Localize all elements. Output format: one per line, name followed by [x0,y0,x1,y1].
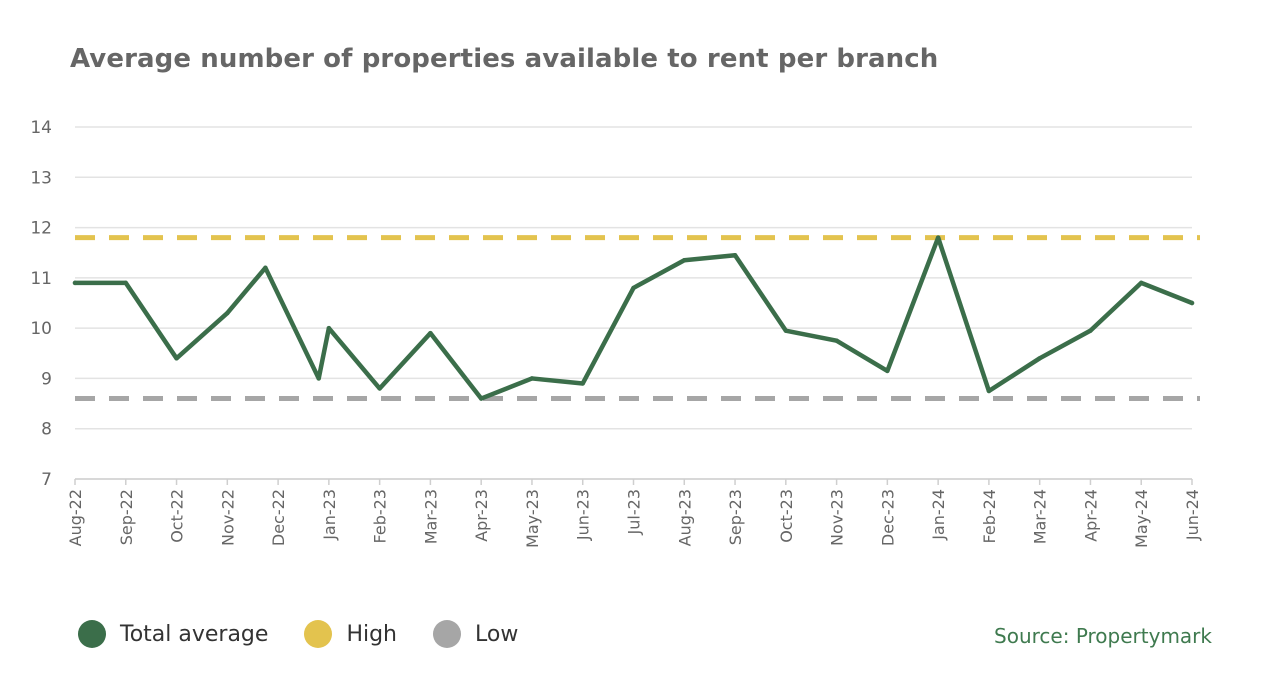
data-point [123,280,128,286]
data-point [428,330,433,336]
data-point [580,381,585,386]
data-point [1088,328,1093,333]
data-point [783,328,789,333]
data-point [263,265,268,270]
high-swatch-icon [304,620,333,648]
y-tick-label: 11 [30,269,52,289]
x-tick-label: May-24 [1132,489,1151,548]
data-point [326,325,332,331]
data-point [174,356,179,361]
x-tick-label: Nov-23 [828,489,847,546]
x-tick-label: Apr-23 [472,489,491,542]
data-point [986,388,992,394]
legend-label-low: Low [475,621,519,647]
chart-title: Average number of properties available t… [70,44,939,74]
x-tick-label: Dec-23 [878,489,897,546]
legend: Total average High Low [78,620,554,648]
data-point [225,310,230,316]
x-tick-label: Sep-23 [726,489,745,545]
y-tick-label: 7 [41,470,52,490]
x-tick-label: Sep-22 [117,489,136,545]
data-point [935,235,941,240]
x-tick-label: Jan-23 [320,489,339,541]
data-point [478,396,484,401]
y-tick-label: 8 [41,420,52,440]
data-point [885,368,890,374]
x-tick-label: Feb-23 [371,489,390,543]
legend-item-total-average: Total average [78,620,268,648]
x-tick-label: Jul-23 [625,489,644,535]
legend-item-high: High [304,620,397,648]
source-note: Source: Propertymark [994,624,1212,648]
data-point [631,285,636,291]
data-point [377,386,382,391]
x-tick-label: May-23 [523,489,542,548]
x-tick-label: Dec-22 [269,489,288,546]
data-point [1189,300,1195,306]
y-tick-label: 12 [30,219,52,239]
total-average-swatch-icon [78,620,106,648]
x-tick-label: Aug-23 [675,489,694,546]
x-tick-label: Jan-24 [929,489,948,541]
x-tick-label: Aug-22 [66,489,85,546]
data-point [682,258,687,263]
data-point [72,280,78,286]
x-tick-label: Mar-23 [421,489,440,544]
x-tick-label: Apr-24 [1081,489,1100,542]
legend-label-high: High [346,621,398,647]
legend-item-low: Low [433,620,518,648]
low-swatch-icon [433,620,462,648]
legend-label-total-average: Total average [120,621,269,647]
data-point [1139,280,1144,286]
data-point [529,376,535,381]
x-tick-label: Oct-22 [168,489,187,543]
x-tick-label: Jun-23 [574,489,593,541]
series-line-total-average [72,235,1195,401]
y-tick-label: 14 [30,118,52,138]
data-point [316,376,321,381]
x-tick-label: Oct-23 [777,489,796,543]
y-tick-label: 10 [30,319,52,339]
x-tick-label: Feb-24 [980,489,999,543]
x-tick-label: Nov-22 [218,489,237,546]
x-tick-label: Jun-24 [1183,489,1202,541]
data-point [732,253,738,258]
data-point [1037,356,1042,361]
x-tick-label: Mar-24 [1031,489,1050,544]
data-point [834,338,839,343]
y-tick-label: 13 [30,168,52,188]
y-tick-label: 9 [41,369,52,389]
